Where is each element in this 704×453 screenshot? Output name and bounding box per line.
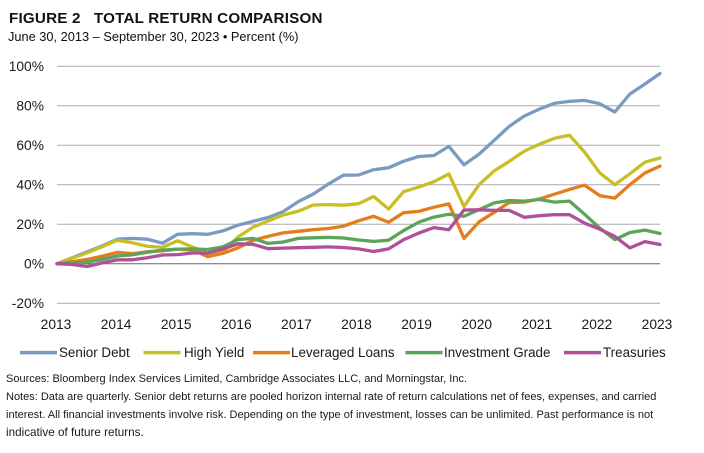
svg-text:2019: 2019 bbox=[401, 317, 432, 332]
svg-text:2015: 2015 bbox=[161, 317, 192, 332]
svg-text:Senior Debt: Senior Debt bbox=[59, 345, 130, 360]
svg-text:-20%: -20% bbox=[12, 296, 44, 311]
svg-text:80%: 80% bbox=[16, 99, 44, 114]
svg-text:Investment Grade: Investment Grade bbox=[444, 345, 550, 360]
svg-text:High Yield: High Yield bbox=[184, 345, 244, 360]
svg-text:2013: 2013 bbox=[41, 317, 72, 332]
svg-text:100%: 100% bbox=[9, 59, 44, 74]
svg-text:60%: 60% bbox=[16, 138, 44, 153]
svg-text:2021: 2021 bbox=[521, 317, 552, 332]
svg-text:2020: 2020 bbox=[461, 317, 492, 332]
svg-text:2023: 2023 bbox=[642, 317, 673, 332]
svg-text:40%: 40% bbox=[16, 178, 44, 193]
svg-text:Leveraged Loans: Leveraged Loans bbox=[291, 345, 395, 360]
svg-text:2022: 2022 bbox=[582, 317, 613, 332]
svg-text:2016: 2016 bbox=[221, 317, 252, 332]
svg-text:Treasuries: Treasuries bbox=[603, 345, 666, 360]
svg-text:0%: 0% bbox=[24, 257, 44, 272]
svg-text:2017: 2017 bbox=[281, 317, 312, 332]
svg-text:2018: 2018 bbox=[341, 317, 372, 332]
svg-text:2014: 2014 bbox=[101, 317, 132, 332]
svg-text:20%: 20% bbox=[16, 217, 44, 232]
